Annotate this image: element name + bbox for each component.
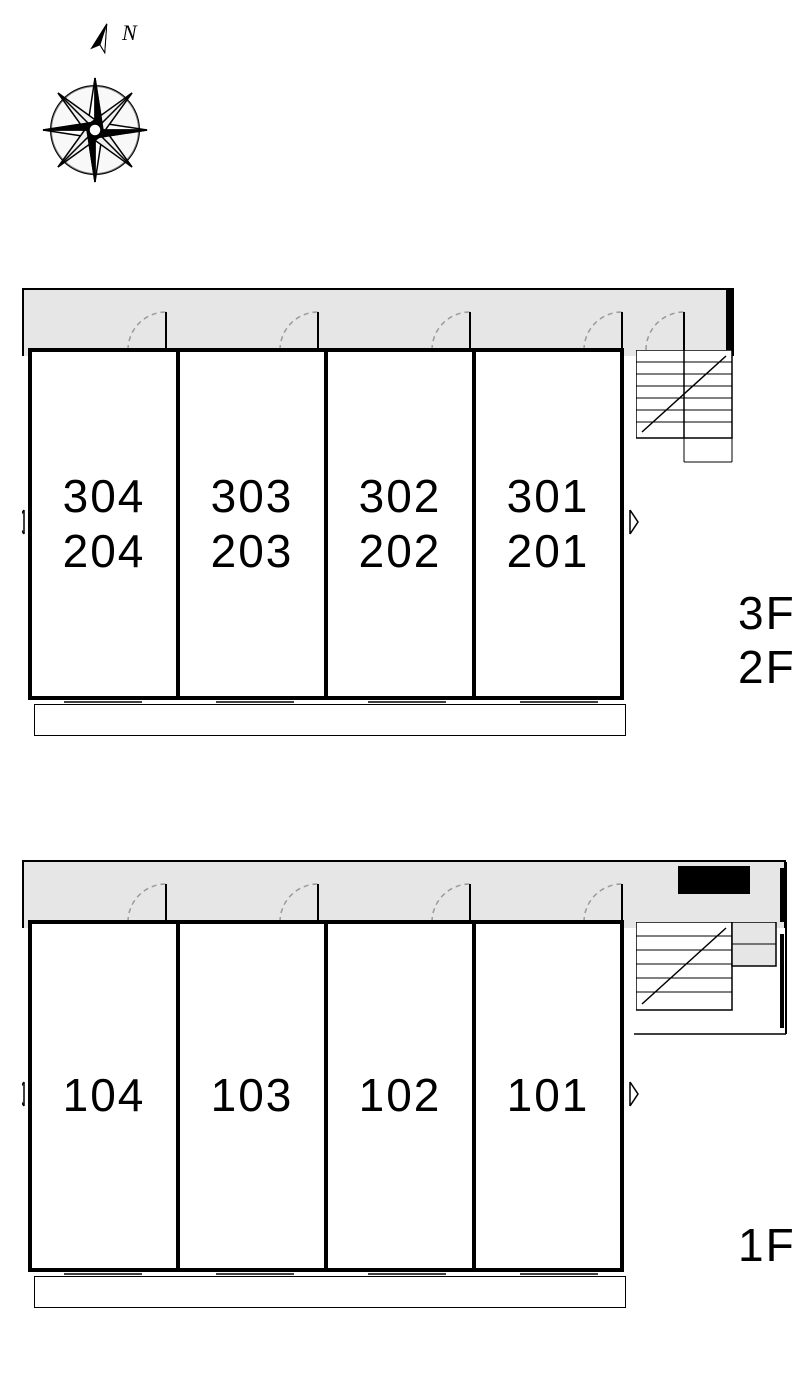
unit-104: 104 <box>28 920 180 1272</box>
compass-svg: N <box>20 20 170 210</box>
unit-label: 202 <box>359 524 442 579</box>
unit-label: 303 <box>211 469 294 524</box>
unit-101: 101 <box>472 920 624 1272</box>
balcony-lower <box>34 1276 626 1308</box>
unit-label: 301 <box>507 469 590 524</box>
unit-label: 101 <box>507 1068 590 1123</box>
unit-302-202: 302 202 <box>324 348 476 700</box>
unit-label: 201 <box>507 524 590 579</box>
floor-label-2f: 2F <box>738 640 796 694</box>
unit-label: 302 <box>359 469 442 524</box>
floorplan-upper: 304 204 303 203 302 202 301 201 <box>22 288 782 748</box>
stairs-upper <box>636 350 736 475</box>
north-label: N <box>121 20 138 45</box>
unit-102: 102 <box>324 920 476 1272</box>
stairs-svg <box>636 350 736 470</box>
unit-label: 103 <box>211 1068 294 1123</box>
unit-label: 104 <box>63 1068 146 1123</box>
stairs-svg-lower <box>636 922 786 1042</box>
units-row-upper: 304 204 303 203 302 202 301 201 <box>28 348 624 700</box>
unit-103: 103 <box>176 920 328 1272</box>
unit-label: 203 <box>211 524 294 579</box>
units-row-lower: 104 103 102 101 <box>28 920 624 1272</box>
floor-label-1f: 1F <box>738 1218 796 1272</box>
floor-label-3f: 3F <box>738 586 796 640</box>
balcony-upper <box>34 704 626 736</box>
unit-label: 102 <box>359 1068 442 1123</box>
unit-label: 204 <box>63 524 146 579</box>
unit-304-204: 304 204 <box>28 348 180 700</box>
unit-label: 304 <box>63 469 146 524</box>
unit-301-201: 301 201 <box>472 348 624 700</box>
floorplan-lower: 104 103 102 101 1F <box>22 860 794 1320</box>
stairs-lower <box>636 922 786 1047</box>
compass-rose: N <box>20 20 170 215</box>
unit-303-203: 303 203 <box>176 348 328 700</box>
